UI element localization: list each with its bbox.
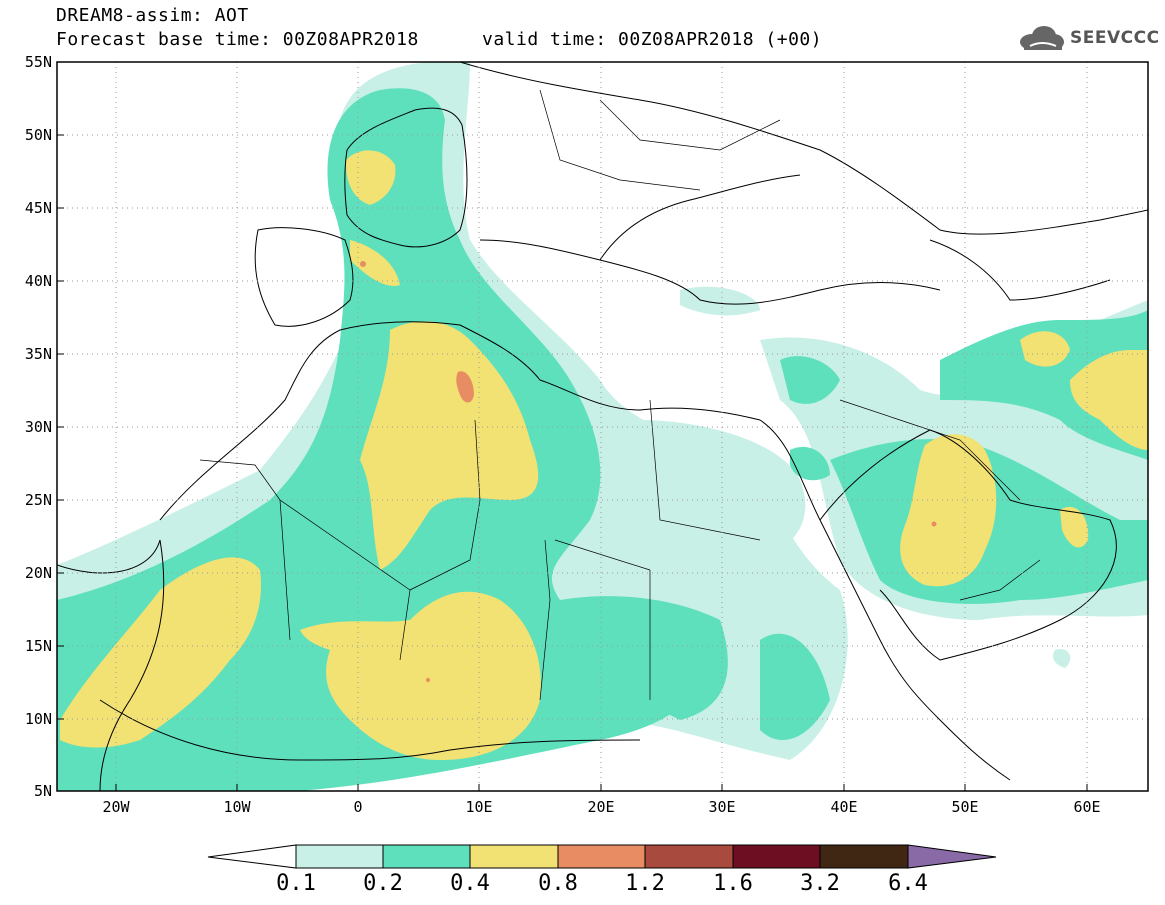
- colorbar-label: 3.2: [800, 871, 840, 896]
- lat-label: 20N: [25, 564, 52, 582]
- colorbar-under-triangle: [207, 844, 297, 869]
- colorbar: [207, 844, 997, 869]
- colorbar-label: 0.8: [538, 871, 578, 896]
- colorbar-bin-0.8: [557, 844, 646, 869]
- colorbar-label: 0.4: [450, 871, 490, 896]
- colorbar-label: 1.6: [713, 871, 753, 896]
- colorbar-label: 6.4: [888, 871, 928, 896]
- lat-label: 45N: [25, 199, 52, 217]
- lat-labels: 55N 50N 45N 40N 35N 30N 25N 20N 15N 10N …: [25, 53, 52, 800]
- colorbar-bin-3.2: [819, 844, 909, 869]
- colorbar-bin-0.4: [469, 844, 559, 869]
- lon-label: 0: [353, 798, 362, 816]
- country-borders: [199, 89, 1041, 701]
- colorbar-label: 0.1: [276, 871, 316, 896]
- lat-label: 10N: [25, 710, 52, 728]
- colorbar-bin-1.2: [644, 844, 734, 869]
- aot-level-0.8: [360, 261, 937, 682]
- aot-level-0.4: [60, 150, 1148, 760]
- logo-text: SEEVCCC: [1070, 28, 1160, 48]
- colorbar-bin-0.1: [295, 844, 384, 869]
- lat-label: 50N: [25, 126, 52, 144]
- lon-labels: 20W 10W 0 10E 20E 30E 40E 50E 60E: [102, 798, 1100, 816]
- map-title: DREAM8-assim: AOT: [56, 5, 249, 26]
- lon-label: 10E: [465, 798, 492, 816]
- lat-label: 40N: [25, 272, 52, 290]
- colorbar-label: 0.2: [363, 871, 403, 896]
- lat-label: 25N: [25, 491, 52, 509]
- colorbar-label: 1.2: [625, 871, 665, 896]
- valid-time: valid time: 00Z08APR2018 (+00): [482, 29, 823, 50]
- gridlines: [57, 62, 1148, 791]
- cloud-icon: [1020, 26, 1064, 50]
- lat-label: 55N: [25, 53, 52, 71]
- coastlines: [57, 62, 1148, 791]
- lat-label: 30N: [25, 418, 52, 436]
- lat-label: 15N: [25, 637, 52, 655]
- lon-label: 50E: [951, 798, 978, 816]
- lat-label: 35N: [25, 345, 52, 363]
- seevccc-logo: SEEVCCC: [1018, 24, 1160, 52]
- lon-label: 60E: [1073, 798, 1100, 816]
- colorbar-bin-1.6: [732, 844, 821, 869]
- lon-label: 40E: [830, 798, 857, 816]
- lon-label: 10W: [223, 798, 251, 816]
- lat-label: 5N: [34, 782, 52, 800]
- lon-label: 20E: [587, 798, 614, 816]
- colorbar-over-triangle: [907, 844, 997, 869]
- lon-label: 30E: [708, 798, 735, 816]
- tick-marks: [57, 61, 1088, 792]
- lon-label: 20W: [102, 798, 130, 816]
- forecast-base-time: Forecast base time: 00Z08APR2018: [56, 29, 419, 50]
- colorbar-bin-0.2: [382, 844, 471, 869]
